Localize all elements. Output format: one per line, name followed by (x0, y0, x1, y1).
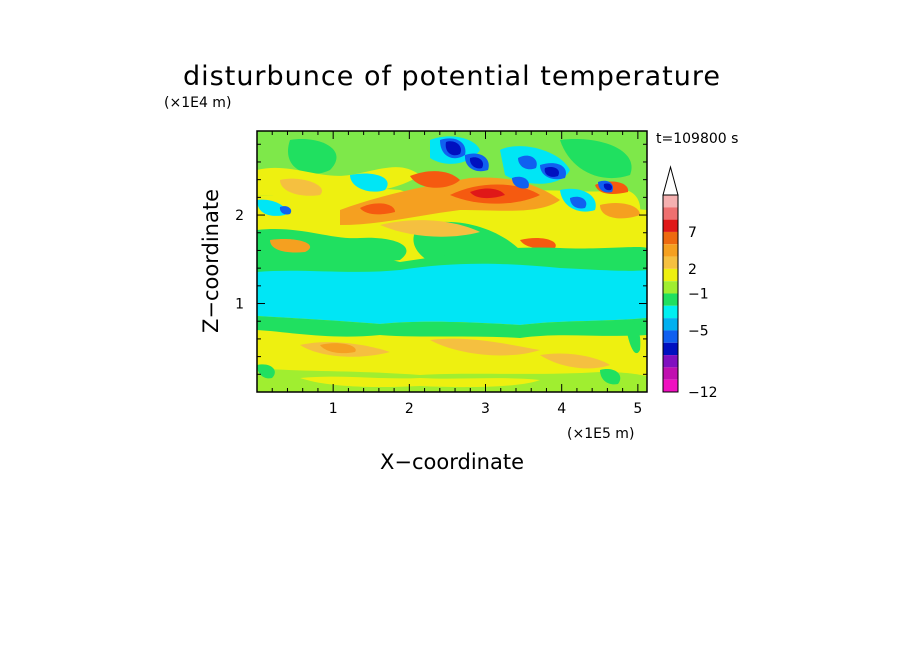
colorbar-swatch (663, 367, 678, 380)
contour-region-blue (512, 176, 529, 189)
contour-region-yellow (300, 376, 540, 388)
colorbar-tick-label: 7 (688, 225, 697, 241)
colorbar: 7 2 −1 −5 −12 (662, 165, 718, 401)
y-tick-label: 1 (235, 297, 244, 313)
colorbar-swatch (663, 355, 678, 368)
colorbar-tick-label: −5 (688, 323, 709, 339)
contour-region-dark-blue (603, 183, 613, 191)
colorbar-swatch (663, 293, 678, 306)
x-tick-label: 4 (557, 401, 566, 417)
colorbar-swatch (663, 207, 678, 220)
contour-region-orange-ridge (410, 171, 460, 188)
contour-region-orange (540, 353, 610, 369)
plot-axes: 1 2 3 4 5 1 2 (235, 130, 648, 417)
contour-region-orange-ridge (360, 203, 395, 215)
colorbar-tick-label: 2 (688, 262, 697, 278)
colorbar-tick-label: −12 (688, 385, 718, 401)
colorbar-swatch (663, 219, 678, 232)
contour-region-cyan (350, 173, 388, 192)
contour-region-orange (270, 239, 311, 253)
x-axis-unit: (×1E5 m) (567, 426, 634, 442)
contour-region-blue (279, 206, 292, 215)
colorbar-swatch (663, 342, 678, 356)
y-axis-label: Z−coordinate (199, 189, 223, 333)
chart-title: disturbunce of potential temperature (183, 61, 721, 92)
contour-field (257, 131, 647, 392)
contour-region-orange (380, 220, 480, 237)
colorbar-swatch (663, 195, 678, 208)
colorbar-swatch (663, 244, 678, 257)
colorbar-swatch (663, 231, 678, 245)
contour-region-blue (518, 155, 537, 170)
colorbar-swatch (663, 256, 678, 269)
y-axis-unit: (×1E4 m) (164, 95, 231, 111)
y-tick-label: 2 (235, 208, 244, 224)
contour-region-green (600, 369, 621, 385)
contour-region-dark-blue (469, 157, 484, 169)
contour-region-orange (320, 343, 356, 354)
contour-region-green (257, 364, 275, 379)
contour-region-orange-ridge (520, 237, 556, 249)
colorbar-swatch (663, 379, 678, 392)
colorbar-swatch (663, 318, 678, 331)
contour-region-dark-blue (544, 166, 559, 177)
contour-region-red (470, 188, 505, 199)
plot-frame (256, 130, 648, 393)
contour-region-orange (430, 338, 540, 356)
colorbar-swatch (663, 281, 678, 294)
x-tick-label: 5 (633, 401, 642, 417)
x-axis-label: X−coordinate (380, 450, 524, 474)
contour-region-dark-blue (445, 141, 461, 156)
x-tick-label: 2 (405, 401, 414, 417)
contour-region-green (625, 319, 641, 354)
colorbar-swatch (663, 330, 678, 343)
colorbar-tick-label: −1 (688, 287, 709, 303)
contour-region-orange (600, 203, 640, 219)
contour-region-orange (280, 178, 322, 196)
colorbar-extension-triangle (662, 165, 679, 196)
colorbar-swatch (663, 305, 678, 319)
contour-region-green (257, 228, 407, 263)
contour-region-cyan-band (257, 263, 647, 325)
x-tick-label: 1 (329, 401, 338, 417)
contour-region-green (288, 139, 337, 174)
contour-region-green (257, 316, 647, 338)
contour-region-blue (570, 196, 587, 209)
contour-region-green (560, 139, 632, 179)
x-tick-label: 3 (481, 401, 490, 417)
time-label: t=109800 s (656, 131, 738, 147)
colorbar-frame (662, 194, 679, 393)
contour-region-cyan (257, 199, 286, 216)
colorbar-swatch (663, 268, 678, 282)
